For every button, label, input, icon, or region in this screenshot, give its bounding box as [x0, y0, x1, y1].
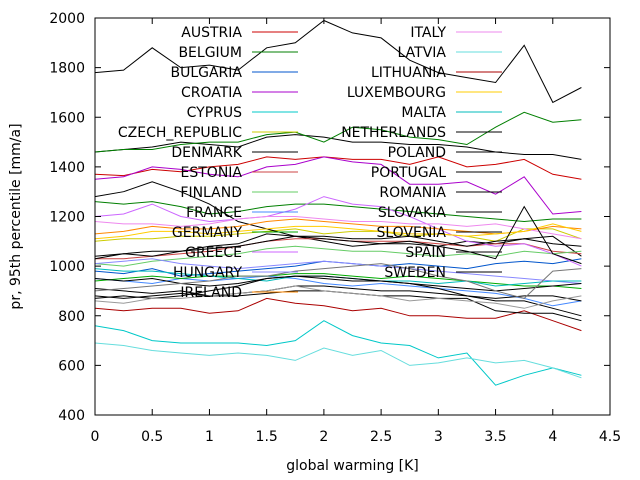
legend-label-czech_republic: CZECH_REPUBLIC [118, 125, 242, 141]
legend: AUSTRIA BELGIUM BULGARIA CROATIA CYPRUS CZECH… [118, 25, 502, 301]
series-layer [94, 19, 582, 386]
y-tick-label: 1400 [49, 160, 85, 176]
legend-label-latvia: LATVIA [398, 45, 447, 61]
legend-label-hungary: HUNGARY [173, 265, 243, 281]
series-line-unlabeled-28 [94, 263, 582, 299]
x-tick-label: 0 [91, 429, 100, 445]
legend-label-bulgaria: BULGARIA [170, 65, 242, 81]
y-tick-label: 1600 [49, 110, 85, 126]
series-line-luxembourg [94, 223, 582, 240]
x-tick-label: 4.5 [599, 429, 621, 445]
y-axis-label: pr, 95th percentile [mm/a] [8, 123, 24, 309]
y-tick-label: 600 [58, 358, 85, 374]
legend-label-poland: POLAND [388, 145, 446, 161]
x-tick-label: 2 [319, 429, 328, 445]
legend-label-cyprus: CYPRUS [187, 105, 242, 121]
series-line-finland [94, 245, 582, 267]
series-line-slovenia [94, 205, 582, 265]
legend-label-luxembourg: LUXEMBOURG [347, 85, 446, 101]
series-line-unlabeled-27 [94, 111, 582, 153]
legend-label-portugal: PORTUGAL [371, 165, 446, 181]
legend-label-finland: FINLAND [180, 185, 242, 201]
series-line-latvia [94, 342, 582, 379]
x-tick-label: 3 [434, 429, 443, 445]
series-line-italy [94, 216, 582, 240]
plot-frame [94, 17, 611, 416]
y-tick-label: 800 [58, 309, 85, 325]
legend-label-austria: AUSTRIA [181, 25, 242, 41]
legend-label-croatia: CROATIA [181, 85, 242, 101]
x-tick-label: 3.5 [484, 429, 506, 445]
legend-label-belgium: BELGIUM [178, 45, 242, 61]
legend-label-greece: GREECE [185, 245, 242, 261]
series-line-austria [94, 156, 582, 180]
series-line-denmark [94, 181, 582, 257]
legend-label-lithuania: LITHUANIA [371, 65, 446, 81]
legend-label-italy: ITALY [410, 25, 446, 41]
series-line-germany [94, 273, 582, 289]
x-tick-label: 2.5 [370, 429, 392, 445]
y-tick-label: 400 [58, 408, 85, 424]
series-line-romania [94, 285, 582, 302]
series-line-croatia [94, 156, 582, 215]
legend-label-netherlands: NETHERLANDS [341, 125, 446, 141]
legend-label-romania: ROMANIA [379, 185, 446, 201]
series-line-czech_republic [94, 228, 582, 242]
legend-label-malta: MALTA [401, 105, 446, 121]
series-line-netherlands [94, 235, 582, 257]
y-tick-label: 1200 [49, 210, 85, 226]
legend-label-ireland: IRELAND [180, 285, 242, 301]
series-line-sweden [94, 19, 582, 104]
series-line-portugal [94, 275, 582, 292]
x-tick-label: 1.5 [256, 429, 278, 445]
series-line-lithuania [94, 297, 582, 332]
legend-label-france: FRANCE [186, 205, 242, 221]
legend-label-sweden: SWEDEN [384, 265, 446, 281]
legend-label-spain: SPAIN [405, 245, 446, 261]
y-tick-label: 1000 [49, 259, 85, 275]
legend-label-slovenia: SLOVENIA [376, 225, 446, 241]
x-axis-label: global warming [K] [286, 458, 419, 474]
series-line-unlabeled-29 [94, 285, 582, 309]
series-line-hungary [94, 258, 582, 284]
legend-label-estonia: ESTONIA [181, 165, 243, 181]
legend-label-slovakia: SLOVAKIA [378, 205, 447, 221]
series-line-france [94, 275, 582, 307]
legend-label-germany: GERMANY [172, 225, 243, 241]
y-tick-label: 1800 [49, 61, 85, 77]
legend-label-denmark: DENMARK [171, 145, 242, 161]
x-tick-label: 1 [205, 429, 214, 445]
x-tick-label: 4 [548, 429, 557, 445]
series-line-greece [94, 196, 582, 267]
ticks: 0 0.5 1 1.5 2 2.5 3 3.5 4 4.5 400 600 800 1000 1200 140… [49, 11, 621, 445]
series-line-slovakia [94, 275, 582, 317]
series-line-belgium [94, 201, 582, 223]
y-tick-label: 2000 [49, 11, 85, 27]
series-line-cyprus [94, 320, 582, 386]
x-tick-label: 0.5 [141, 429, 163, 445]
